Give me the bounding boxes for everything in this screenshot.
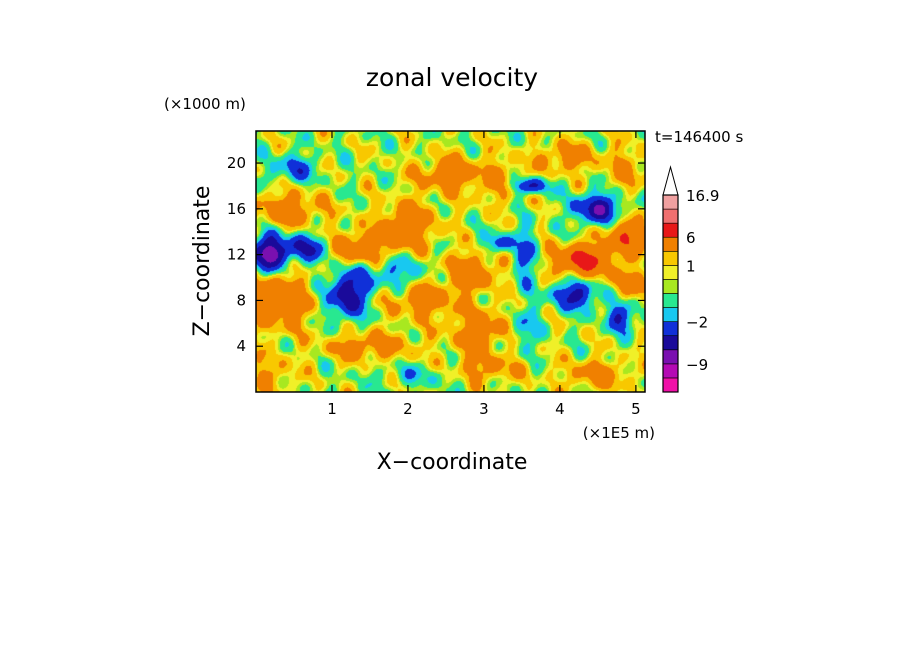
colorbar-band (662, 265, 679, 280)
colorbar: 16.9 6 1 −2 −9 (662, 165, 719, 393)
plot-frame (255, 130, 646, 393)
x-axis-unit: (×1E5 m) (583, 424, 655, 442)
colorbar-overflow-triangle (662, 165, 679, 196)
y-tick-label: 8 (236, 291, 246, 309)
chart-title: zonal velocity (366, 63, 538, 92)
velocity-field (256, 131, 645, 392)
colorbar-frame (662, 194, 679, 393)
colorbar-band (662, 363, 679, 379)
x-tick-label: 5 (631, 400, 641, 418)
colorbar-band (662, 222, 679, 238)
colorbar-band (662, 250, 679, 266)
x-axis-ticks: 1 2 3 4 5 (327, 131, 641, 418)
y-axis-ticks: 4 8 12 16 20 (227, 154, 645, 355)
colorbar-band (662, 335, 679, 351)
x-tick-label: 3 (479, 400, 489, 418)
colorbar-band (662, 293, 679, 308)
colorbar-label: 16.9 (686, 187, 719, 205)
y-axis-unit: (×1000 m) (164, 95, 246, 113)
colorbar-band (662, 349, 679, 365)
x-tick-label: 4 (555, 400, 565, 418)
colorbar-label: −9 (686, 356, 708, 374)
y-axis-label: Z−coordinate (190, 186, 215, 337)
y-tick-label: 20 (227, 154, 246, 172)
x-tick-label: 2 (403, 400, 413, 418)
x-axis-label: X−coordinate (377, 450, 528, 475)
time-label: t=146400 s (655, 128, 743, 146)
plot-area (255, 130, 646, 393)
colorbar-band (662, 279, 679, 294)
colorbar-band (662, 377, 679, 393)
colorbar-label: −2 (686, 314, 708, 332)
y-tick-label: 12 (227, 246, 246, 264)
y-tick-label: 16 (227, 200, 246, 218)
y-tick-label: 4 (236, 337, 246, 355)
colorbar-band (662, 321, 679, 337)
x-tick-label: 1 (327, 400, 337, 418)
colorbar-band (662, 194, 679, 210)
colorbar-band (662, 307, 679, 322)
colorbar-label: 1 (686, 257, 696, 275)
colorbar-label: 6 (686, 229, 696, 247)
colorbar-band (662, 208, 679, 224)
colorbar-band (662, 236, 679, 252)
